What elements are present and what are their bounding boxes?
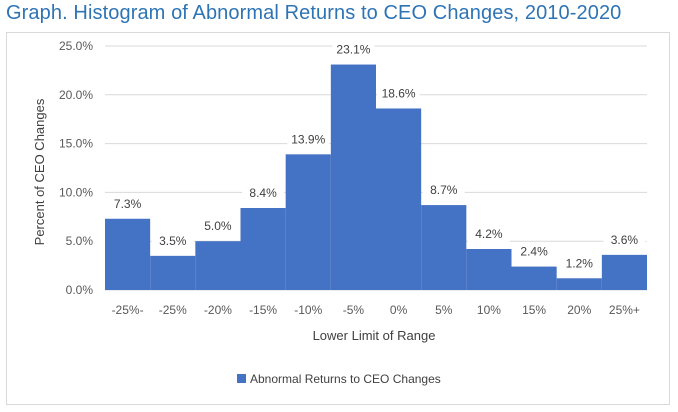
data-label-background xyxy=(242,184,285,202)
bars xyxy=(105,64,647,291)
legend-swatch xyxy=(237,374,246,383)
x-tick-label: -5% xyxy=(343,303,365,317)
data-label-background xyxy=(467,225,510,243)
data-label-background xyxy=(106,194,149,212)
data-label-background xyxy=(377,84,420,102)
y-tick-label: 20.0% xyxy=(59,88,93,102)
data-label: 1.2% xyxy=(566,256,594,270)
x-tick-label: -25%- xyxy=(112,303,144,317)
data-label: 23.1% xyxy=(336,43,370,57)
x-tick-label: 5% xyxy=(435,303,453,317)
data-label: 4.2% xyxy=(475,227,503,241)
y-tick-labels: 0.0% 5.0% 10.0% 15.0% 20.0% 25.0% xyxy=(59,39,93,297)
bar xyxy=(240,208,286,290)
bar xyxy=(421,205,467,290)
y-axis-title: Percent of CEO Changes xyxy=(32,98,47,245)
data-label-background xyxy=(332,40,375,58)
data-labels: 7.3% 3.5% 5.0% 8.4% 13.9% 23.1% 18.6% 8.7% 4.2% 2… xyxy=(106,40,646,272)
bar xyxy=(285,154,331,290)
data-label: 18.6% xyxy=(382,86,416,100)
x-tick-label: -20% xyxy=(204,303,232,317)
data-label: 7.3% xyxy=(114,197,142,211)
bar xyxy=(195,241,241,290)
y-tick-label: 10.0% xyxy=(59,185,93,199)
bar xyxy=(330,64,376,290)
data-label: 2.4% xyxy=(520,245,548,259)
bar xyxy=(376,108,422,291)
bar xyxy=(105,218,151,290)
data-label: 8.4% xyxy=(249,186,277,200)
data-label-background xyxy=(558,254,601,272)
x-tick-label: 0% xyxy=(390,303,408,317)
y-tick-label: 15.0% xyxy=(59,137,93,151)
bar xyxy=(466,249,512,290)
x-tick-label: 20% xyxy=(567,303,591,317)
data-label-background xyxy=(151,231,194,249)
data-label-background xyxy=(196,217,239,235)
data-label: 3.6% xyxy=(611,233,639,247)
x-tick-label: 15% xyxy=(522,303,546,317)
x-tick-label: 10% xyxy=(477,303,501,317)
data-label-background xyxy=(287,130,330,148)
chart-title: Graph. Histogram of Abnormal Returns to … xyxy=(6,2,622,24)
x-axis-title: Lower Limit of Range xyxy=(313,328,436,343)
x-tick-label: -15% xyxy=(249,303,277,317)
bar xyxy=(150,255,196,290)
chart-frame xyxy=(6,32,670,405)
legend-label: Abnormal Returns to CEO Changes xyxy=(250,372,441,386)
x-tick-label: 25%+ xyxy=(609,303,640,317)
bar xyxy=(556,278,602,290)
data-label: 3.5% xyxy=(159,234,187,248)
legend: Abnormal Returns to CEO Changes xyxy=(237,372,441,386)
data-label: 13.9% xyxy=(291,132,325,146)
x-tick-label: -25% xyxy=(159,303,187,317)
data-label-background xyxy=(603,230,646,248)
bar xyxy=(601,254,647,290)
y-tick-label: 0.0% xyxy=(66,283,94,297)
x-tick-labels: -25%- -25% -20% -15% -10% -5% 0% 5% 10% 15% 20% 25%… xyxy=(112,303,640,317)
x-tick-label: -10% xyxy=(294,303,322,317)
y-tick-label: 5.0% xyxy=(66,234,94,248)
data-label-background xyxy=(422,181,465,199)
data-label: 8.7% xyxy=(430,183,458,197)
data-label-background xyxy=(513,242,556,260)
y-tick-label: 25.0% xyxy=(59,39,93,53)
bar xyxy=(511,266,557,290)
data-label: 5.0% xyxy=(204,219,232,233)
